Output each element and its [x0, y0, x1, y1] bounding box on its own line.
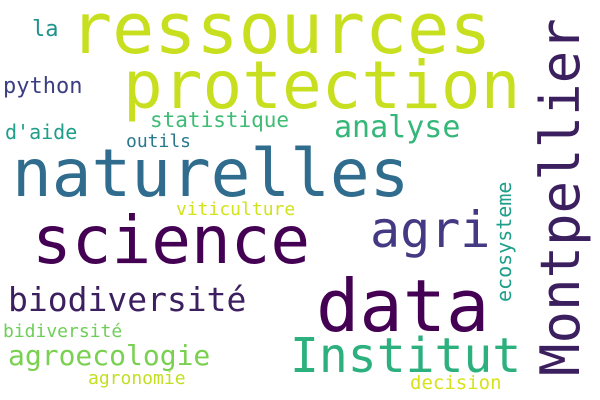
- word-biodiversite: biodiversité: [8, 280, 247, 319]
- word-outils: outils: [126, 131, 192, 152]
- word-institut: Institut: [290, 328, 522, 384]
- word-analyse: analyse: [334, 110, 461, 145]
- word-la: la: [32, 17, 59, 42]
- word-decision: decision: [410, 372, 502, 394]
- word-naturelles: naturelles: [12, 135, 410, 212]
- word-daide: d'aide: [5, 120, 78, 144]
- word-agronomie: agronomie: [88, 368, 186, 389]
- word-statistique: statistique: [150, 108, 290, 132]
- word-data: data: [316, 264, 490, 348]
- word-science: science: [32, 202, 311, 279]
- word-montpellier: Montpellier: [529, 18, 592, 376]
- word-bidiversite: bidiversité: [3, 321, 123, 342]
- word-protection: protection: [123, 47, 521, 124]
- word-viticulture: viticulture: [176, 199, 296, 220]
- word-python: python: [3, 74, 83, 99]
- word-agroecologie: agroecologie: [8, 339, 211, 372]
- word-agri: agri: [370, 201, 491, 259]
- word-ressources: ressources: [70, 0, 492, 70]
- word-ecosysteme: ecosysteme: [492, 181, 516, 302]
